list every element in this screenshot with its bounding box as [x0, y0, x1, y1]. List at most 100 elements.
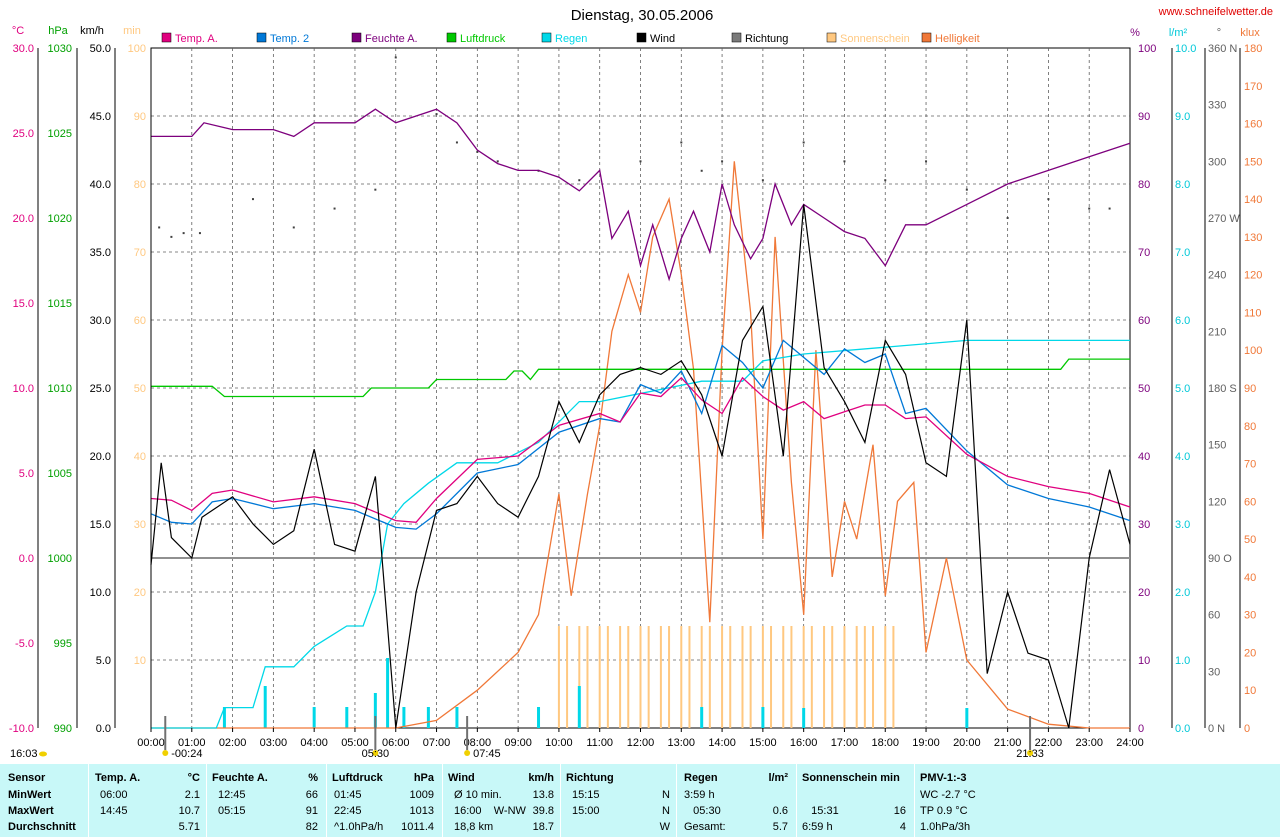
klux-tick-label: 140	[1244, 194, 1262, 206]
temp-tick-label: -10.0	[9, 723, 34, 735]
table-divider	[88, 764, 89, 837]
x-tick-label: 22:00	[1035, 737, 1063, 749]
legend-swatch	[826, 32, 837, 43]
direction-dot	[925, 160, 928, 163]
min-tick-label: 40	[134, 451, 146, 463]
chart-series	[150, 56, 1131, 729]
pct-tick-label: 50	[1138, 383, 1150, 395]
x-tick-label: 16:00	[790, 737, 818, 749]
x-tick-label: 06:00	[382, 737, 410, 749]
direction-dot	[1108, 207, 1111, 210]
legend-label: Wind	[650, 33, 675, 45]
table-cell-rain-time: 3:59 h	[684, 789, 715, 801]
table-divider	[206, 764, 207, 837]
table-divider	[796, 764, 797, 837]
kmh-tick-label: 40.0	[90, 179, 111, 191]
hpa-tick-label: 990	[54, 723, 72, 735]
table-cell-temp-value: 5.71	[178, 821, 200, 833]
direction-dot	[843, 160, 846, 163]
klux-tick-label: 150	[1244, 156, 1262, 168]
kmh-tick-label: 20.0	[90, 451, 111, 463]
kmh-tick-label: 10.0	[90, 587, 111, 599]
direction-dot	[802, 141, 805, 144]
legend-label: Temp. A.	[175, 33, 218, 45]
series-helligkeit	[151, 161, 1130, 729]
table-cell-wind-value: 18.7	[532, 821, 554, 833]
direction-dot	[496, 160, 499, 163]
min-tick-label: 90	[134, 111, 146, 123]
table-cell-wind-time: 16:00 W-NW	[454, 805, 526, 817]
rain-tick-label: 7.0	[1175, 247, 1190, 259]
series-wind	[150, 204, 1131, 729]
x-tick-label: 02:00	[219, 737, 247, 749]
min-tick-label: 20	[134, 587, 146, 599]
rain-tick-label: 8.0	[1175, 179, 1190, 191]
x-tick-label: 17:00	[831, 737, 859, 749]
temp-tick-label: 15.0	[13, 298, 34, 310]
deg-tick-label: 270 W	[1208, 213, 1240, 225]
deg-tick-label: 30	[1208, 666, 1220, 678]
direction-dot	[476, 150, 479, 153]
klux-tick-label: 120	[1244, 270, 1262, 282]
direction-dot	[251, 198, 254, 201]
table-cell-sunshine-value: 4	[899, 821, 906, 833]
series-regen	[151, 339, 1130, 729]
table-header-pressure: Luftdruck	[332, 772, 383, 784]
deg-tick-label: 330	[1208, 100, 1226, 112]
direction-dot	[455, 141, 458, 144]
x-tick-label: 10:00	[545, 737, 573, 749]
left-unit-label: hPa	[48, 25, 68, 37]
klux-tick-label: 50	[1244, 534, 1256, 546]
klux-tick-label: 30	[1244, 610, 1256, 622]
hpa-tick-label: 1005	[48, 468, 72, 480]
legend-swatch	[256, 32, 267, 43]
table-divider	[442, 764, 443, 837]
table-header-pmv: PMV-1:-3	[920, 772, 967, 784]
table-header-humidity: Feuchte A.	[212, 772, 268, 784]
x-tick-label: 00:00	[137, 737, 165, 749]
klux-tick-label: 180	[1244, 43, 1262, 55]
x-tick-label: 13:00	[668, 737, 696, 749]
direction-dot	[435, 113, 438, 116]
kmh-tick-label: 45.0	[90, 111, 111, 123]
kmh-tick-label: 35.0	[90, 247, 111, 259]
table-row-label: MinWert	[8, 789, 52, 801]
klux-tick-label: 110	[1244, 307, 1262, 319]
rain-tick-label: 6.0	[1175, 315, 1190, 327]
legend-swatch	[446, 32, 457, 43]
legend-swatch	[351, 32, 362, 43]
deg-tick-label: 90 O	[1208, 553, 1232, 565]
chart-legend: Temp. A. Temp. 2 Feuchte A. Luftdruck Regen W…	[161, 32, 980, 45]
table-header-humidity-unit: %	[308, 772, 318, 784]
klux-tick-label: 70	[1244, 459, 1256, 471]
rain-tick-label: 1.0	[1175, 655, 1190, 667]
hpa-tick-label: 1030	[48, 43, 72, 55]
legend-label: Richtung	[745, 33, 788, 45]
rain-tick-label: 3.0	[1175, 519, 1190, 531]
rain-tick-label: 0.0	[1175, 723, 1190, 735]
series-temp-a-	[150, 376, 1131, 523]
klux-tick-label: 80	[1244, 421, 1256, 433]
series-temp-2	[150, 339, 1131, 530]
klux-tick-label: 40	[1244, 572, 1256, 584]
summary-panel	[0, 764, 1280, 837]
site-link[interactable]: www.schneifelwetter.de	[1158, 6, 1273, 18]
deg-tick-label: 240	[1208, 270, 1226, 282]
legend-swatch	[161, 32, 172, 43]
hpa-tick-label: 995	[54, 638, 72, 650]
table-cell-pressure-value: 1009	[409, 789, 434, 801]
table-cell-humidity-value: 82	[305, 821, 318, 833]
rain-tick-label: 10.0	[1175, 43, 1196, 55]
table-cell-sunshine-time: 15:31	[802, 805, 839, 817]
sun-marker-label: 05:30	[362, 748, 390, 760]
sun-marker-label: 07:45	[473, 748, 501, 760]
pct-tick-label: 20	[1138, 587, 1150, 599]
rain-tick-label: 2.0	[1175, 587, 1190, 599]
pct-tick-label: 60	[1138, 315, 1150, 327]
table-cell-wind-time: 18,8 km	[454, 821, 494, 833]
rain-tick-label: 4.0	[1175, 451, 1190, 463]
deg-tick-label: 0 N	[1208, 723, 1225, 735]
deg-tick-label: 60	[1208, 610, 1220, 622]
table-divider	[560, 764, 561, 837]
direction-dot	[965, 188, 968, 191]
